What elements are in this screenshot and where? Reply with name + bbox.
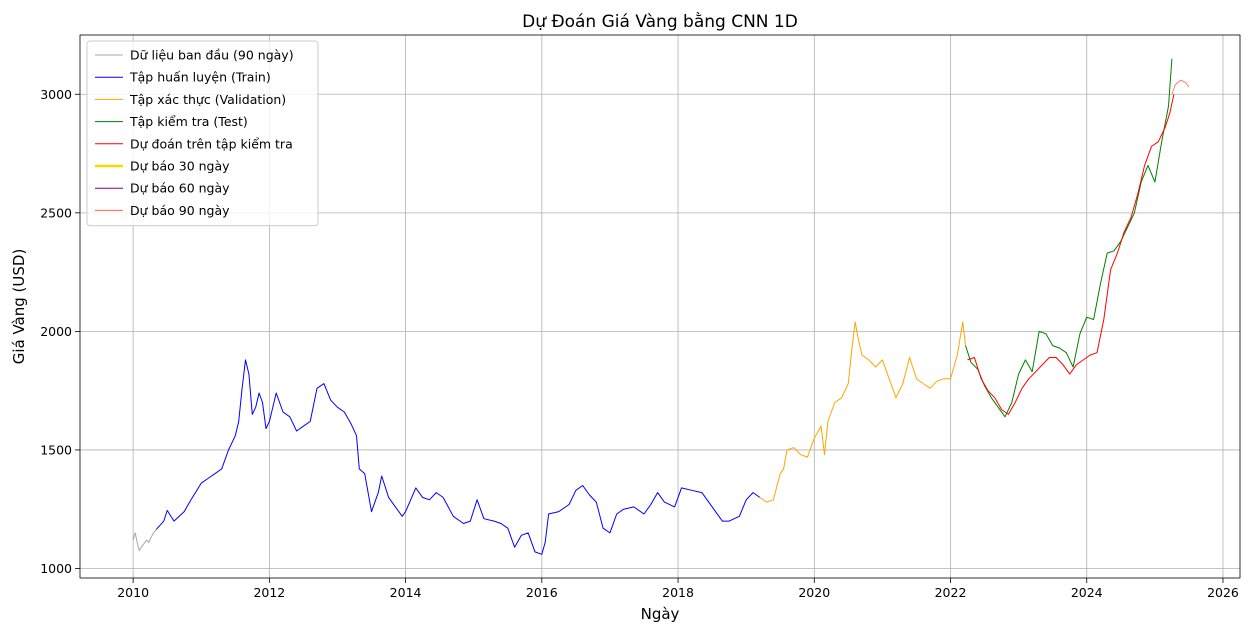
x-tick-label: 2012 xyxy=(253,585,285,600)
y-tick-label: 1500 xyxy=(40,442,72,457)
x-tick-label: 2020 xyxy=(798,585,830,600)
y-tick-label: 3000 xyxy=(40,87,72,102)
legend-label: Dự báo 30 ngày xyxy=(130,159,230,174)
x-axis-label: Ngày xyxy=(641,605,680,623)
x-tick-label: 2016 xyxy=(526,585,558,600)
x-tick-label: 2010 xyxy=(117,585,149,600)
chart-title: Dự Đoán Giá Vàng bằng CNN 1D xyxy=(522,11,798,32)
series-line-2 xyxy=(759,321,966,503)
x-axis-ticks: 2010 2012 2014 2016 2018 2020 2022 2024 2026 xyxy=(117,578,1239,600)
series-line-4 xyxy=(967,94,1175,415)
legend-label: Dữ liệu ban đầu (90 ngày) xyxy=(130,48,294,63)
y-tick-label: 1000 xyxy=(40,561,72,576)
series-line-7 xyxy=(1171,79,1190,95)
y-tick-label: 2000 xyxy=(40,324,72,339)
x-tick-label: 2022 xyxy=(935,585,967,600)
plot-frame xyxy=(79,34,1241,579)
series-line-0 xyxy=(132,529,157,552)
y-axis-label: Giá Vàng (USD) xyxy=(10,249,28,365)
y-tick-label: 2500 xyxy=(40,205,72,220)
legend-label: Tập huấn luyện (Train) xyxy=(129,70,271,85)
grid-lines xyxy=(80,35,1240,578)
legend-label: Dự đoán trên tập kiểm tra xyxy=(130,136,293,151)
legend-label: Dự báo 60 ngày xyxy=(130,181,230,196)
x-tick-label: 2026 xyxy=(1207,585,1239,600)
y-axis-ticks: 1000 1500 2000 2500 3000 xyxy=(40,87,80,576)
legend-label: Tập kiểm tra (Test) xyxy=(129,114,248,129)
series-line-1 xyxy=(155,359,761,555)
legend: Dữ liệu ban đầu (90 ngày) Tập huấn luyện … xyxy=(86,40,319,227)
x-tick-label: 2018 xyxy=(662,585,694,600)
series-line-3 xyxy=(965,58,1173,418)
legend-label: Dự báo 90 ngày xyxy=(130,203,230,218)
x-tick-label: 2014 xyxy=(390,585,422,600)
x-tick-label: 2024 xyxy=(1071,585,1103,600)
series-lines xyxy=(132,58,1190,555)
legend-box xyxy=(86,40,319,227)
legend-label: Tập xác thực (Validation) xyxy=(129,92,286,107)
